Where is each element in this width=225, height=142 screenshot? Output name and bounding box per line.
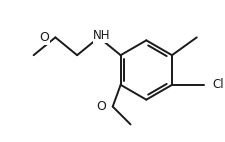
Text: NH: NH bbox=[93, 30, 110, 42]
Text: O: O bbox=[39, 31, 49, 44]
Text: Cl: Cl bbox=[212, 78, 223, 91]
Text: O: O bbox=[95, 100, 105, 113]
